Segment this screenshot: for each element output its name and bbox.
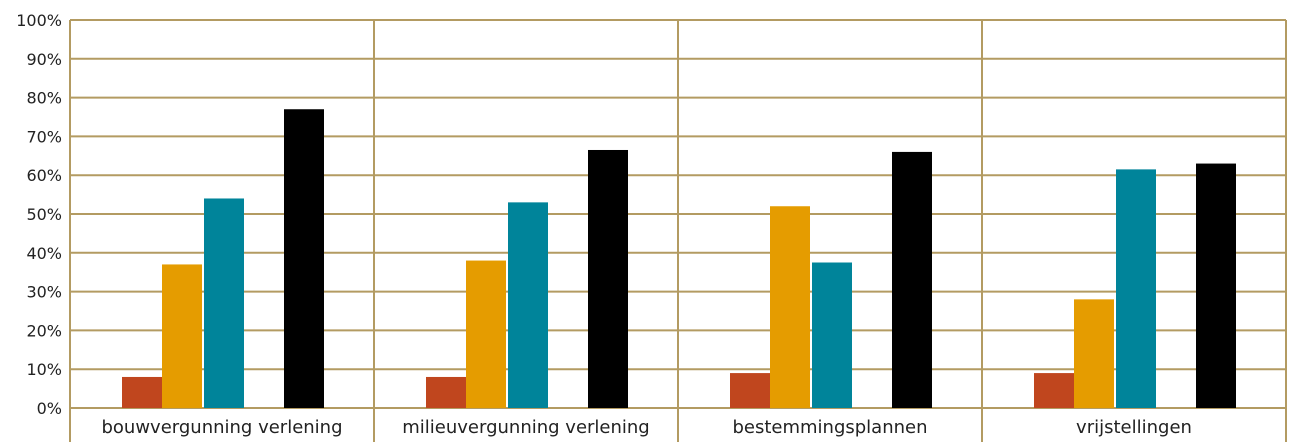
bar	[284, 109, 324, 409]
y-tick-label: 100%	[16, 11, 62, 30]
bar	[1116, 169, 1156, 408]
bar	[770, 206, 810, 408]
x-category-label: bestemmingsplannen	[732, 417, 927, 438]
bar	[1034, 373, 1074, 408]
bar	[730, 373, 770, 408]
bar	[1074, 299, 1114, 408]
bar	[812, 262, 852, 408]
bar	[122, 376, 162, 408]
y-tick-label: 90%	[26, 50, 62, 69]
y-tick-label: 10%	[26, 360, 62, 379]
y-tick-label: 60%	[26, 166, 62, 185]
bar	[588, 149, 628, 409]
x-category-label: bouwvergunning verlening	[101, 417, 342, 438]
y-tick-label: 0%	[37, 399, 62, 418]
x-category-label: vrijstellingen	[1076, 417, 1192, 438]
y-tick-label: 70%	[26, 127, 62, 146]
bar	[508, 202, 548, 408]
y-tick-label: 30%	[26, 283, 62, 302]
bar	[1196, 163, 1236, 408]
y-tick-label: 20%	[26, 321, 62, 340]
bar	[892, 151, 932, 409]
bar	[466, 260, 506, 408]
bar	[204, 198, 244, 408]
bar	[162, 264, 202, 408]
y-tick-label: 40%	[26, 244, 62, 263]
bar	[426, 376, 466, 408]
x-category-label: milieuvergunning verlening	[402, 417, 649, 438]
y-tick-label: 50%	[26, 205, 62, 224]
y-tick-label: 80%	[26, 89, 62, 108]
